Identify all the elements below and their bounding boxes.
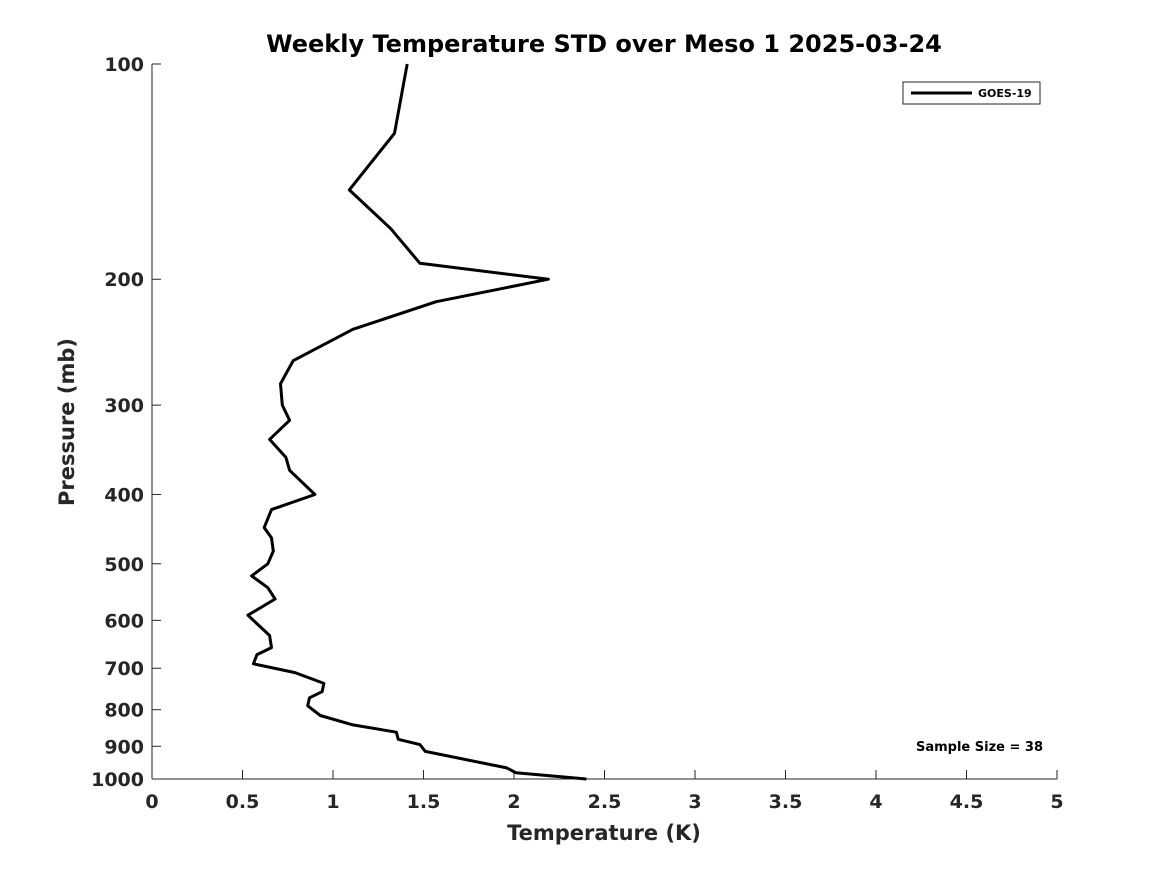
y-tick-label: 1000 xyxy=(91,769,144,791)
x-tick-label: 5 xyxy=(1050,791,1063,813)
y-tick-label: 500 xyxy=(104,554,144,576)
y-tick-label: 600 xyxy=(104,610,144,632)
x-tick-label: 4 xyxy=(869,791,882,813)
y-ticks: 100 200 300 400 500 600 700 800 900 1000 xyxy=(91,54,161,791)
x-tick-label: 2.5 xyxy=(588,791,622,813)
y-tick-label: 800 xyxy=(104,700,144,722)
x-tick-label: 2 xyxy=(507,791,520,813)
y-tick-label: 300 xyxy=(104,395,144,417)
x-tick-label: 0.5 xyxy=(226,791,260,813)
series-line-goes-19 xyxy=(246,63,587,781)
y-axis-label: Pressure (mb) xyxy=(55,338,79,506)
x-tick-label: 0 xyxy=(145,791,158,813)
x-axis-label: Temperature (K) xyxy=(507,821,701,845)
legend: GOES-19 xyxy=(902,81,1041,105)
y-tick-label: 100 xyxy=(104,54,144,76)
x-tick-label: 4.5 xyxy=(950,791,984,813)
y-tick-label: 200 xyxy=(104,269,144,291)
x-tick-label: 3.5 xyxy=(769,791,803,813)
y-tick-label: 400 xyxy=(104,484,144,506)
x-ticks: 0 0.5 1 1.5 2 2.5 3 3.5 4 4.5 5 xyxy=(145,770,1064,813)
legend-entry-goes-19: GOES-19 xyxy=(978,87,1032,100)
y-tick-label: 700 xyxy=(104,658,144,680)
x-tick-label: 1.5 xyxy=(407,791,441,813)
y-tick-label: 900 xyxy=(104,736,144,758)
x-tick-label: 3 xyxy=(688,791,701,813)
chart-title: Weekly Temperature STD over Meso 1 2025-… xyxy=(266,30,942,58)
sample-size-annotation: Sample Size = 38 xyxy=(916,740,1043,755)
x-tick-label: 1 xyxy=(326,791,339,813)
